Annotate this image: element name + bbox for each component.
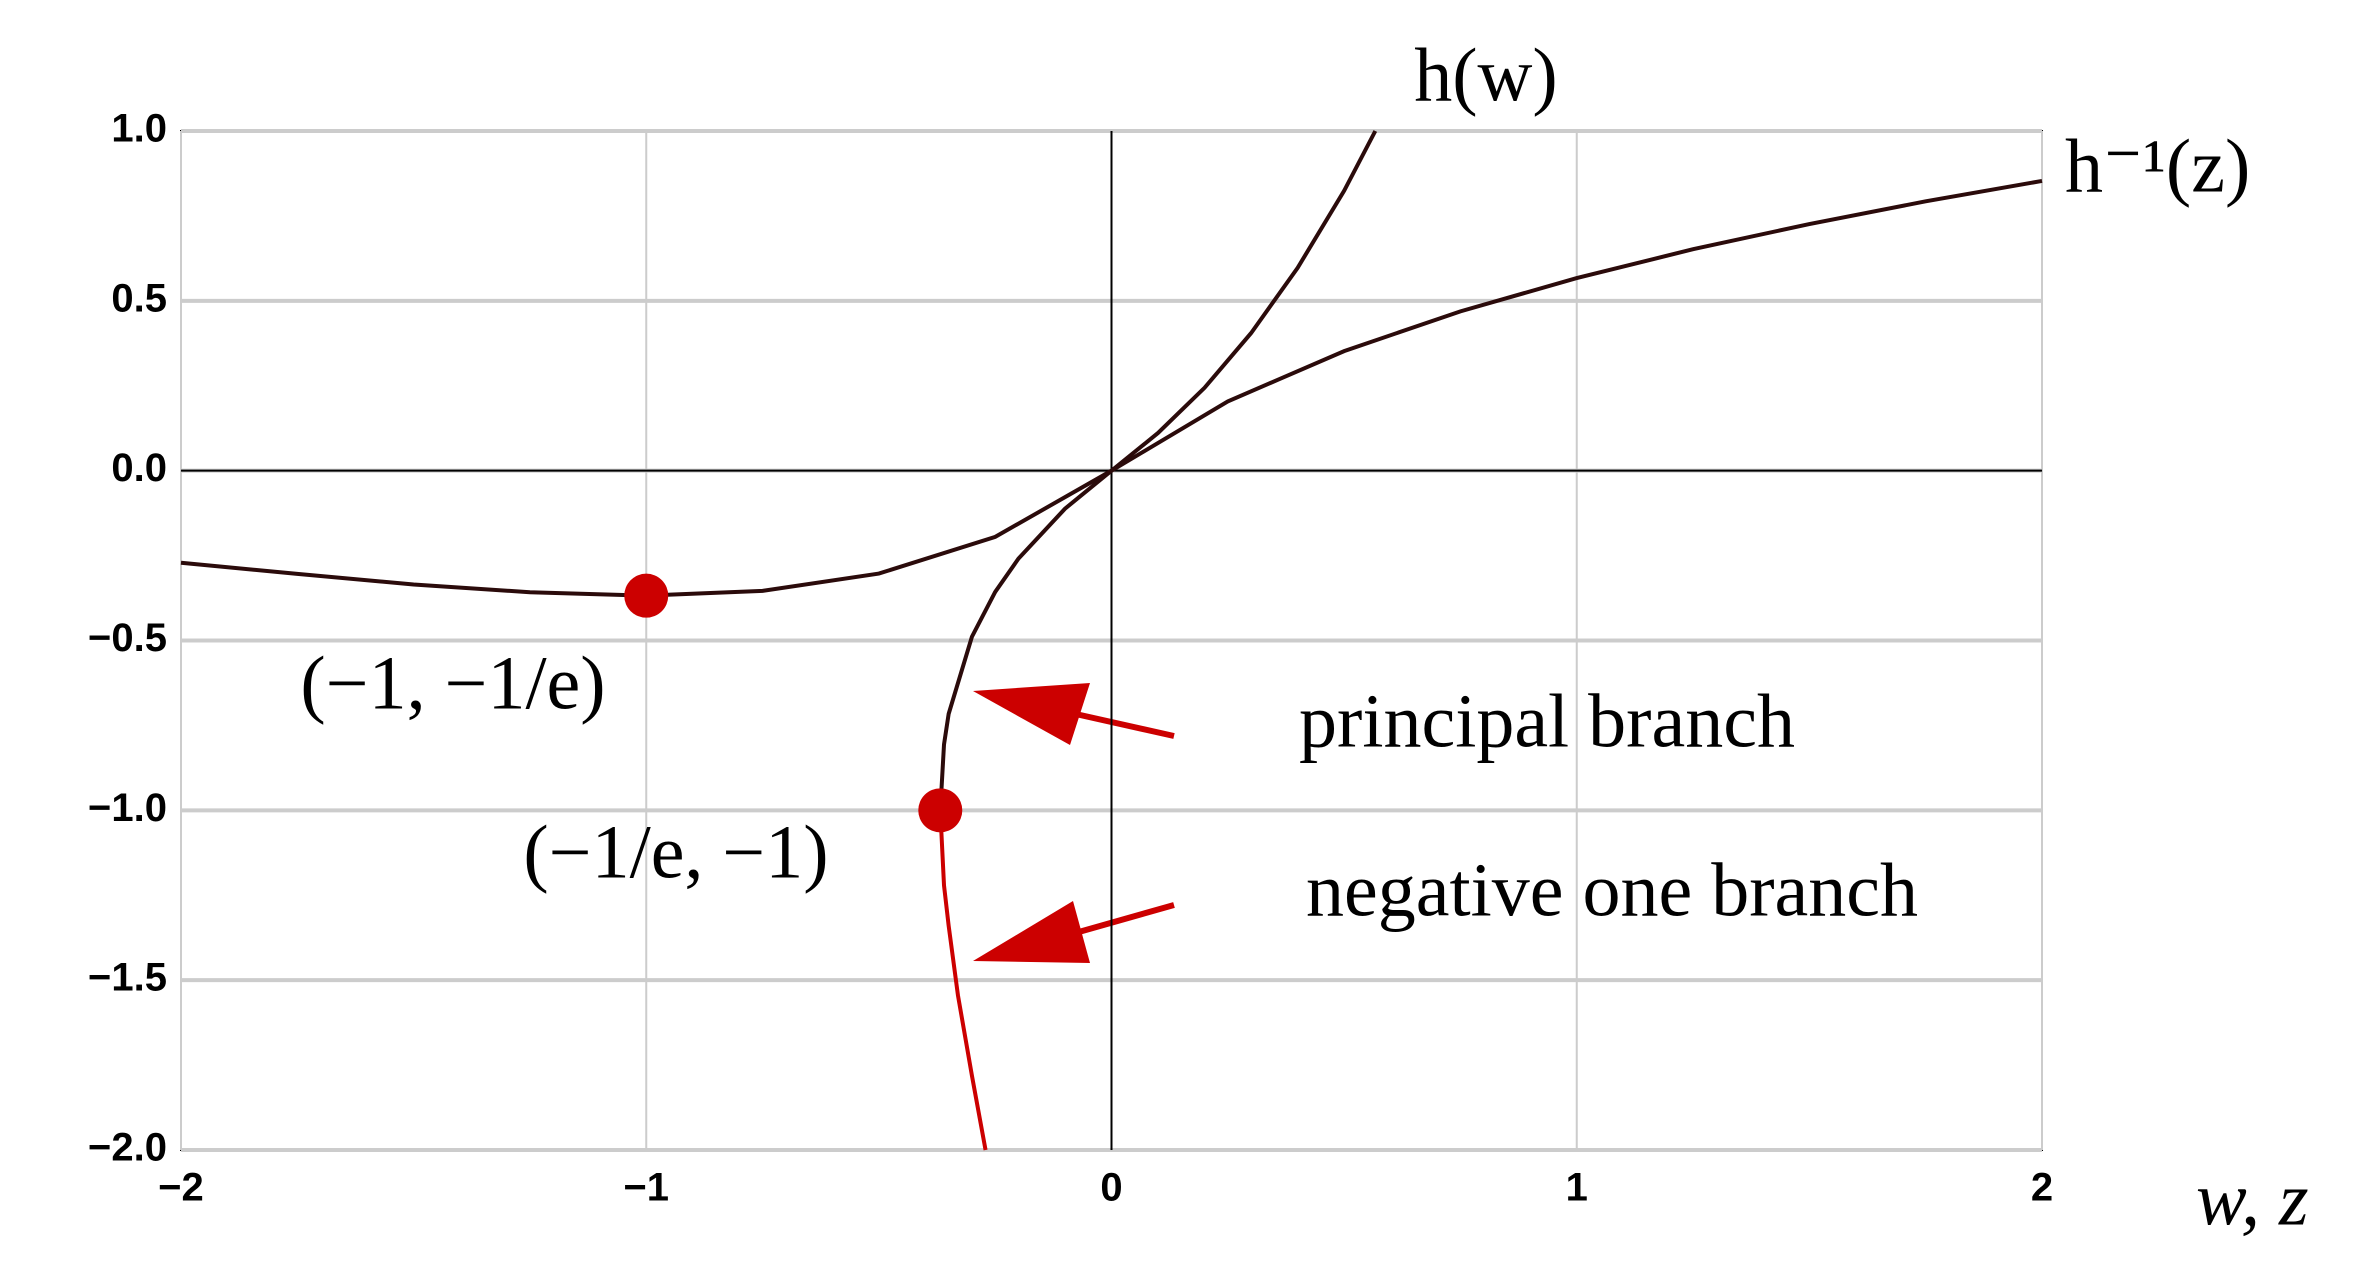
arrow-head — [973, 683, 1090, 745]
y-tick-label: 0.0 — [111, 446, 167, 490]
x-tick-label: −1 — [623, 1166, 669, 1210]
x-tick-label: −2 — [158, 1166, 204, 1210]
arrow — [973, 683, 1175, 745]
x-tick-label: 0 — [1100, 1166, 1122, 1210]
arrow-head — [973, 901, 1090, 963]
point — [918, 788, 963, 833]
line — [938, 178, 2043, 811]
line — [180, 130, 1378, 598]
point-label: (−1, −1/e) — [300, 641, 605, 725]
y-tick-label: −1.5 — [88, 956, 167, 1000]
y-tick-label: −2.0 — [88, 1126, 167, 1170]
y-tick-label: −0.5 — [88, 616, 167, 660]
y-tick-label: 0.5 — [111, 276, 167, 320]
point-label: (−1/e, −1) — [523, 810, 828, 894]
line — [938, 810, 988, 1151]
series-label: h⁻¹(z) — [2065, 124, 2250, 208]
arrow — [973, 901, 1175, 963]
x-axis-label: w, z — [2196, 1157, 2309, 1241]
y-tick-label: 1.0 — [111, 107, 167, 151]
y-tick-label: −1.0 — [88, 786, 167, 830]
x-tick-label: 1 — [1566, 1166, 1588, 1210]
annotation: negative one branch — [1306, 848, 1918, 932]
x-tick-label: 2 — [2031, 1166, 2053, 1210]
series-label: h(w) — [1414, 33, 1558, 117]
point — [624, 573, 669, 618]
annotation: principal branch — [1299, 679, 1795, 763]
